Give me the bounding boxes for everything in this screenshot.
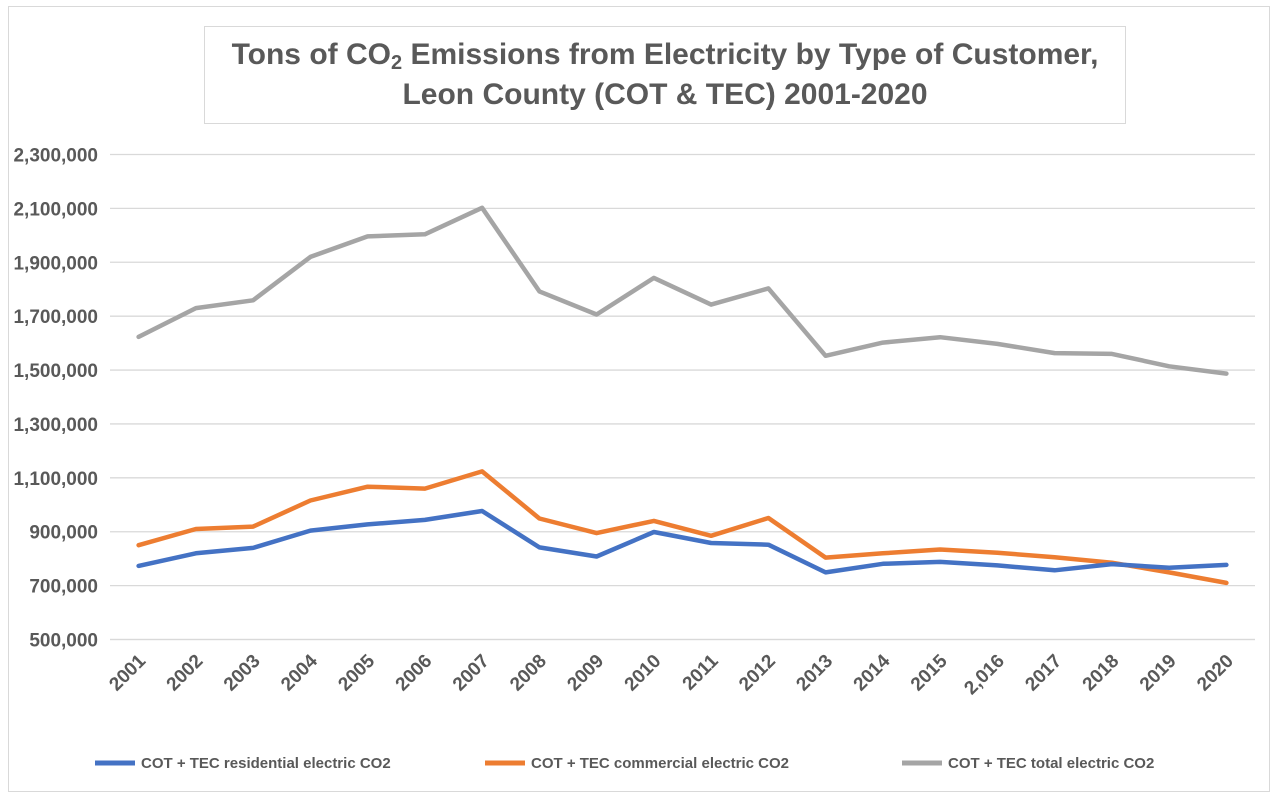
legend-label-1: COT + TEC residential electric CO2	[141, 755, 391, 772]
y-tick-label: 2,300,000	[13, 146, 98, 167]
series-line-3	[136, 205, 1229, 376]
series-line-2	[136, 469, 1229, 586]
y-tick-label: 1,900,000	[13, 253, 98, 274]
x-tick-label: 2,016	[960, 651, 1008, 699]
x-tick-label: 2013	[792, 651, 837, 696]
title-subscript: 2	[390, 52, 403, 74]
series-line-1	[136, 508, 1229, 575]
x-tick-label: 2017	[1021, 651, 1066, 696]
x-tick-label: 2005	[334, 650, 379, 695]
x-tick-label: 2003	[220, 651, 265, 696]
x-tick-label: 2012	[735, 651, 780, 696]
x-tick-label: 2015	[907, 650, 952, 695]
y-tick-label: 700,000	[29, 577, 98, 598]
x-tick-label: 2007	[449, 651, 494, 696]
x-tick-label: 2011	[679, 650, 723, 694]
y-tick-label: 900,000	[29, 523, 98, 544]
x-tick-label: 2004	[277, 650, 322, 695]
x-tick-label: 2009	[563, 651, 608, 696]
y-tick-label: 1,300,000	[13, 415, 98, 436]
x-tick-label: 2001	[105, 650, 150, 695]
y-tick-label: 1,100,000	[13, 469, 98, 490]
x-tick-label: 2019	[1136, 651, 1181, 696]
legend-label-2: COT + TEC commercial electric CO2	[531, 755, 789, 772]
title-text-part: Emissions from Electricity by Type of Cu…	[402, 38, 1099, 71]
title-text-part: Tons of CO	[231, 38, 391, 71]
x-tick-label: 2018	[1079, 651, 1124, 696]
y-tick-label: 500,000	[29, 631, 98, 652]
y-tick-label: 2,100,000	[13, 199, 98, 220]
chart-title-line-1: Tons of CO2 Emissions from Electricity b…	[232, 35, 1099, 75]
y-tick-label: 1,700,000	[13, 307, 98, 328]
y-tick-label: 1,500,000	[13, 361, 98, 382]
chart-title: Tons of CO2 Emissions from Electricity b…	[204, 26, 1126, 124]
x-tick-label: 2014	[850, 650, 895, 695]
x-tick-label: 2008	[506, 651, 551, 696]
legend-label-3: COT + TEC total electric CO2	[948, 755, 1154, 772]
x-tick-label: 2020	[1193, 651, 1238, 696]
x-tick-label: 2010	[621, 651, 666, 696]
chart-frame	[8, 6, 1270, 792]
x-tick-label: 2002	[163, 651, 208, 696]
chart-title-line-2: Leon County (COT & TEC) 2001-2020	[402, 78, 928, 111]
x-tick-label: 2006	[392, 651, 437, 696]
